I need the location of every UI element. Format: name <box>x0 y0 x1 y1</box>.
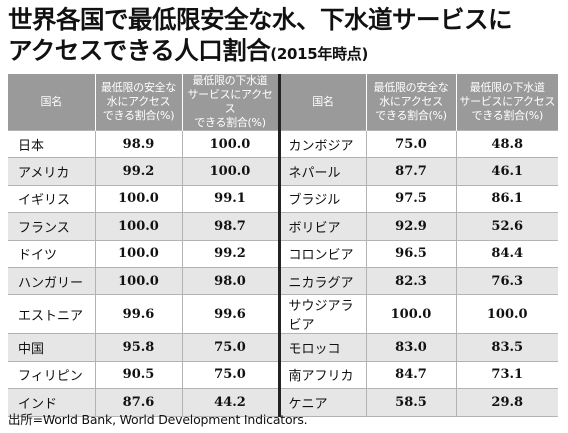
sewer-value-cell: 98.7 <box>181 212 279 241</box>
country-cell: 日本 <box>8 129 95 158</box>
sewer-value-cell: 73.1 <box>455 360 558 389</box>
water-value-cell: 90.5 <box>94 360 182 389</box>
sewer-value-cell: 75.0 <box>181 360 279 389</box>
title-year: (2015年時点) <box>270 45 369 63</box>
country-cell: カンボジア <box>277 129 366 158</box>
sewer-value-cell: 84.4 <box>455 239 558 268</box>
title-line-1: 世界各国で最低限安全な水、下水道サービスに <box>8 5 513 34</box>
water-value-cell: 100.0 <box>94 239 182 268</box>
water-value-cell: 100.0 <box>365 294 456 334</box>
water-value-cell: 82.3 <box>365 266 456 295</box>
country-cell: 南アフリカ <box>277 360 366 389</box>
table-row: ハンガリー 100.0 98.0 ニカラグア 82.3 76.3 <box>8 266 558 295</box>
water-value-cell: 75.0 <box>365 129 456 158</box>
water-value-cell: 87.7 <box>365 157 456 186</box>
country-cell: エストニア <box>8 294 95 334</box>
sewer-value-cell: 99.1 <box>181 184 279 213</box>
table-row: フランス 100.0 98.7 ボリビア 92.9 52.6 <box>8 212 558 241</box>
sewer-value-cell: 46.1 <box>455 157 558 186</box>
sewer-value-cell: 100.0 <box>181 157 279 186</box>
water-value-cell: 100.0 <box>94 184 182 213</box>
title-line-2-main: アクセスできる人口割合 <box>8 36 271 65</box>
header-water-left: 最低限の安全な 水にアクセス できる割合(%) <box>94 74 182 131</box>
sewer-value-cell: 99.2 <box>181 239 279 268</box>
country-cell: ハンガリー <box>8 266 95 295</box>
table-row: ドイツ 100.0 99.2 コロンビア 96.5 84.4 <box>8 239 558 268</box>
water-value-cell: 96.5 <box>365 239 456 268</box>
water-value-cell: 95.8 <box>94 333 182 362</box>
header-sewer-left: 最低限の下水道 サービスにアクセス できる割合(%) <box>181 74 279 131</box>
source-note: 出所=World Bank, World Development Indicat… <box>8 412 308 427</box>
sewer-value-cell: 52.6 <box>455 212 558 241</box>
header-water-left-text: 最低限の安全な 水にアクセス できる割合(%) <box>101 81 176 122</box>
sewer-value-cell: 98.0 <box>181 266 279 295</box>
header-water-right: 最低限の安全な 水にアクセス できる割合(%) <box>365 74 456 131</box>
table-row: インド 87.6 44.2 ケニア 58.5 29.8 <box>8 388 558 417</box>
sewer-value-cell: 99.6 <box>181 294 279 334</box>
sewer-value-cell: 76.3 <box>455 266 558 295</box>
table-row: アメリカ 99.2 100.0 ネパール 87.7 46.1 <box>8 157 558 186</box>
country-cell: インド <box>8 388 95 417</box>
water-value-cell: 58.5 <box>365 388 456 417</box>
sewer-value-cell: 75.0 <box>181 333 279 362</box>
country-cell: サウジアラビア <box>277 294 366 334</box>
water-value-cell: 97.5 <box>365 184 456 213</box>
table-row: 中国 95.8 75.0 モロッコ 83.0 83.5 <box>8 333 558 362</box>
country-cell: ドイツ <box>8 239 95 268</box>
sewer-value-cell: 100.0 <box>181 129 279 158</box>
header-sewer-left-text: 最低限の下水道 サービスにアクセス できる割合(%) <box>187 74 273 129</box>
table-row: フィリピン 90.5 75.0 南アフリカ 84.7 73.1 <box>8 360 558 389</box>
table-row: 日本 98.9 100.0 カンボジア 75.0 48.8 <box>8 129 558 158</box>
header-sewer-right-text: 最低限の下水道 サービスにアクセス できる割合(%) <box>459 81 556 122</box>
page-title: 世界各国で最低限安全な水、下水道サービスに アクセスできる人口割合(2015年時… <box>8 4 560 70</box>
table-row: イギリス 100.0 99.1 ブラジル 97.5 86.1 <box>8 184 558 213</box>
water-value-cell: 99.2 <box>94 157 182 186</box>
country-cell: 中国 <box>8 333 95 362</box>
title-line-2: アクセスできる人口割合(2015年時点) <box>8 35 560 70</box>
water-value-cell: 100.0 <box>94 266 182 295</box>
sewer-value-cell: 100.0 <box>455 294 558 334</box>
sewer-value-cell: 44.2 <box>181 388 279 417</box>
country-cell: フランス <box>8 212 95 241</box>
table-header-row: 国名 最低限の安全な 水にアクセス できる割合(%) 最低限の下水道 サービスにアクセ… <box>8 74 558 131</box>
country-cell: ボリビア <box>277 212 366 241</box>
water-value-cell: 99.6 <box>94 294 182 334</box>
header-water-right-text: 最低限の安全な 水にアクセス できる割合(%) <box>373 81 449 122</box>
water-value-cell: 100.0 <box>94 212 182 241</box>
sewer-value-cell: 83.5 <box>455 333 558 362</box>
country-cell: イギリス <box>8 184 95 213</box>
sewer-value-cell: 48.8 <box>455 129 558 158</box>
country-cell: モロッコ <box>277 333 366 362</box>
access-table: 国名 最低限の安全な 水にアクセス できる割合(%) 最低限の下水道 サービスにアクセ… <box>8 74 558 417</box>
country-cell: アメリカ <box>8 157 95 186</box>
country-cell: フィリピン <box>8 360 95 389</box>
water-value-cell: 98.9 <box>94 129 182 158</box>
water-value-cell: 83.0 <box>365 333 456 362</box>
water-value-cell: 84.7 <box>365 360 456 389</box>
table-row: エストニア 99.6 99.6 サウジアラビア 100.0 100.0 <box>8 294 558 334</box>
country-cell: ネパール <box>277 157 366 186</box>
table-body: 日本 98.9 100.0 カンボジア 75.0 48.8 アメリカ 99.2 100.0 ネパー… <box>8 129 558 417</box>
country-cell: ケニア <box>277 388 366 417</box>
sewer-value-cell: 29.8 <box>455 388 558 417</box>
header-country-right: 国名 <box>277 74 366 131</box>
header-country-left: 国名 <box>8 74 95 131</box>
country-cell: コロンビア <box>277 239 366 268</box>
water-value-cell: 92.9 <box>365 212 456 241</box>
country-cell: ニカラグア <box>277 266 366 295</box>
water-value-cell: 87.6 <box>94 388 182 417</box>
header-sewer-right: 最低限の下水道 サービスにアクセス できる割合(%) <box>455 74 558 131</box>
country-cell: ブラジル <box>277 184 366 213</box>
sewer-value-cell: 86.1 <box>455 184 558 213</box>
